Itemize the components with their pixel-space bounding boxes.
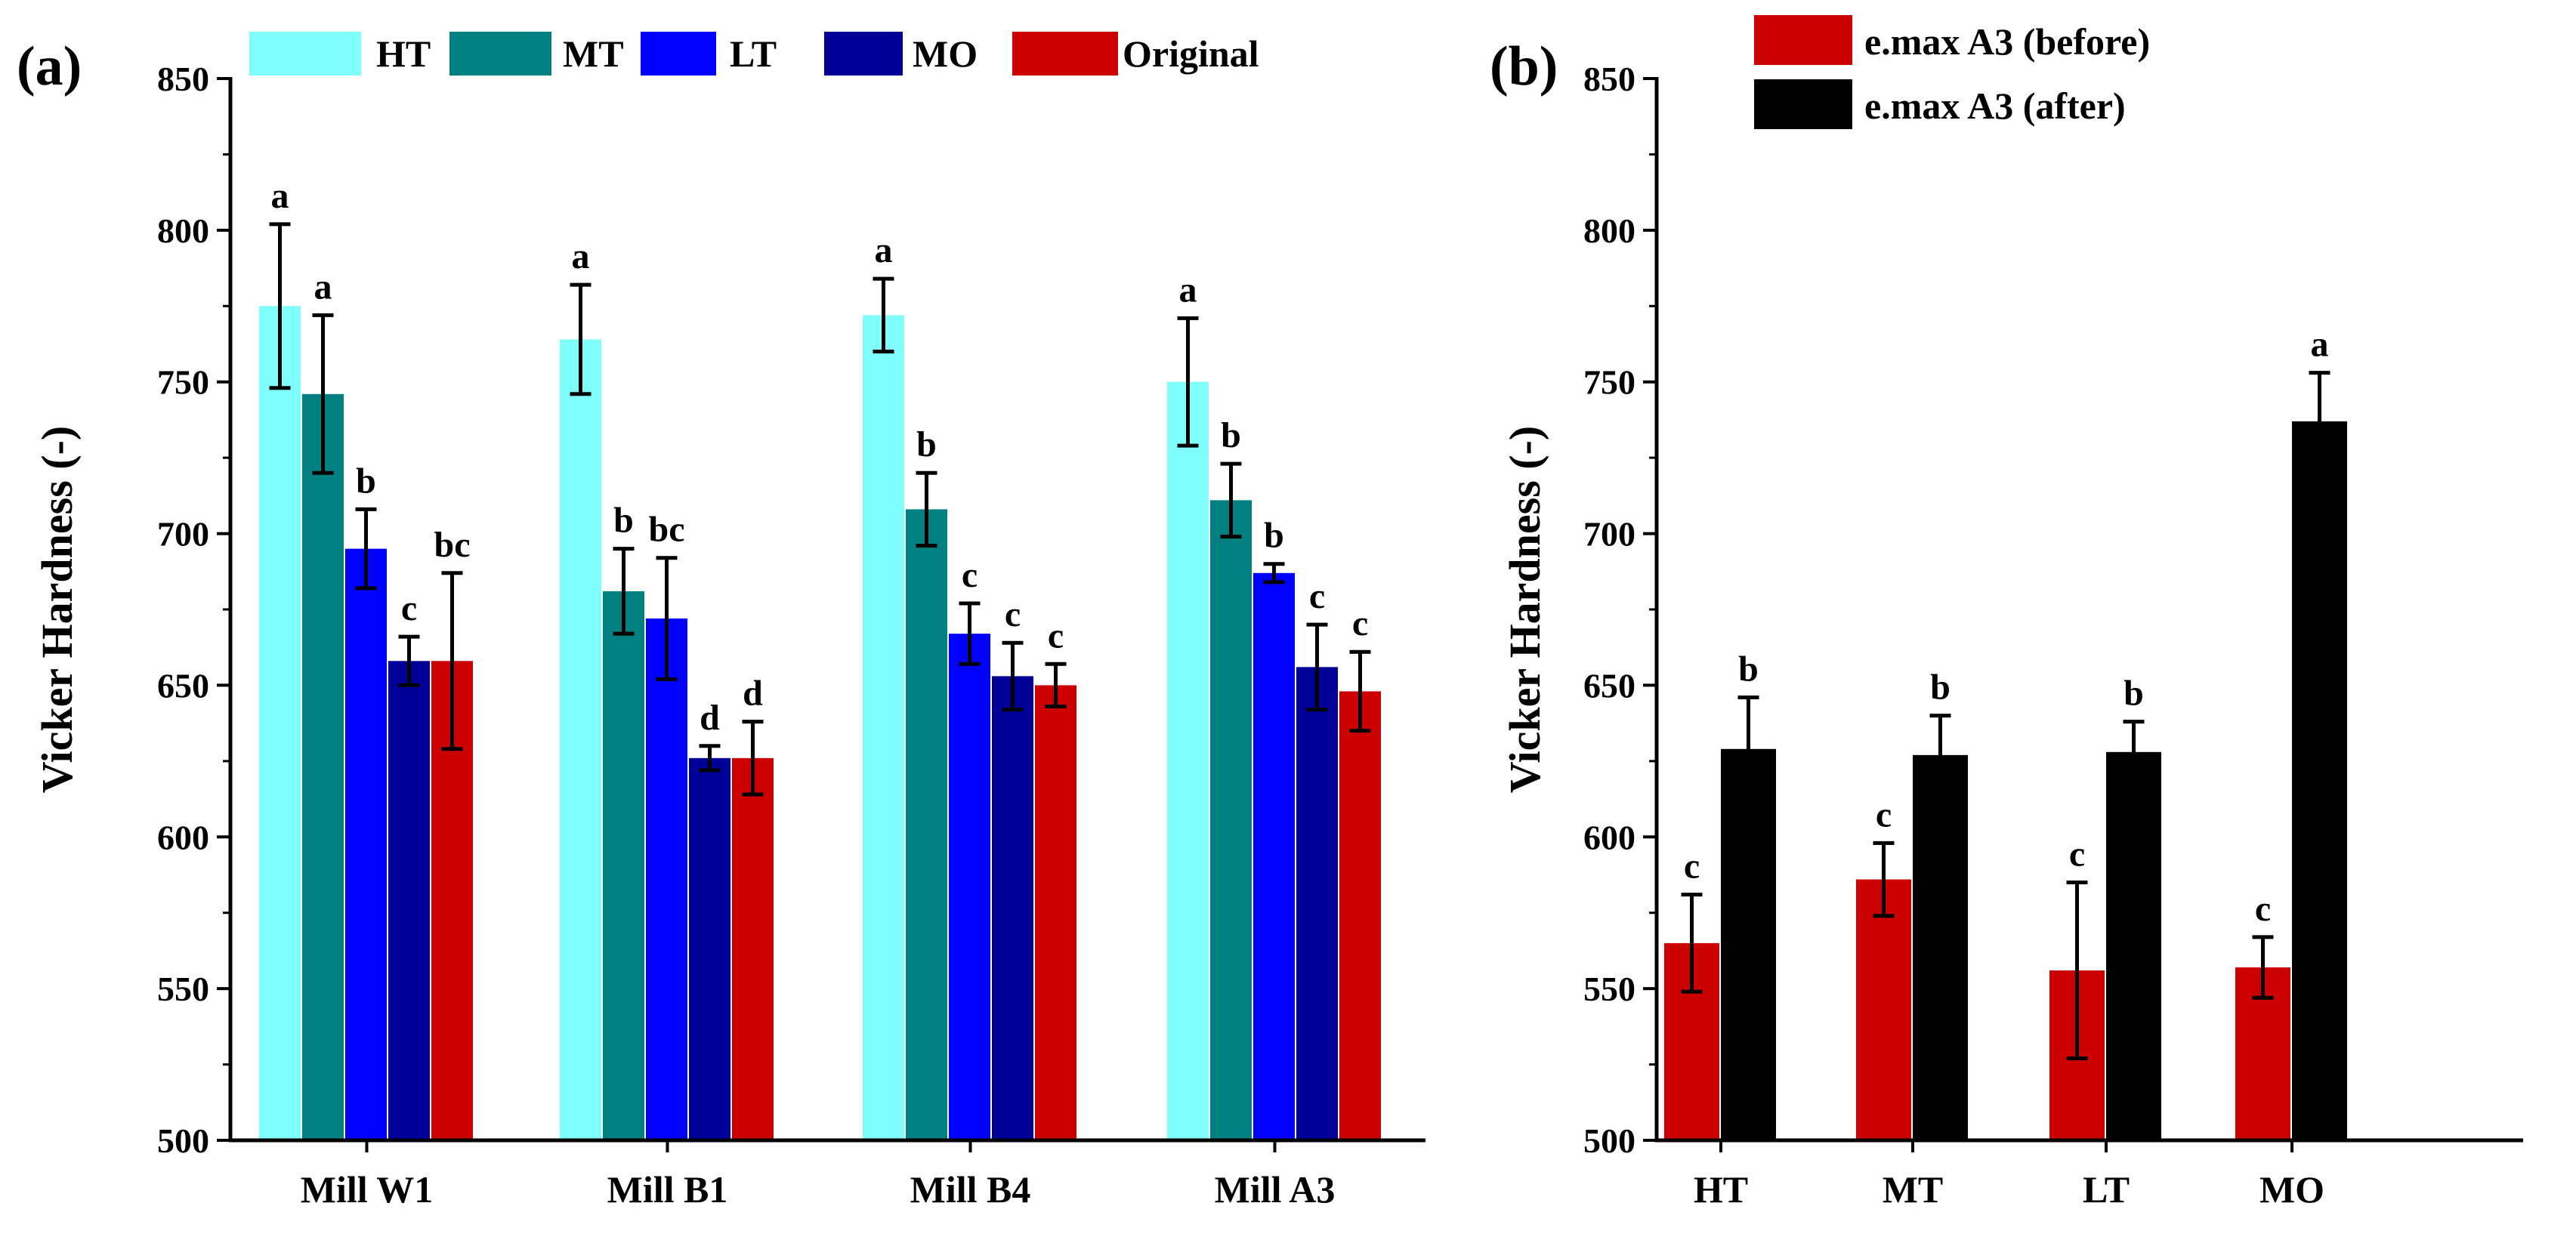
y-tick-label: 650 [1583,666,1635,705]
bar-mt-1 [603,591,644,1140]
significance-label: c [1352,603,1368,643]
significance-label: b [2124,674,2144,714]
y-tick-label: 600 [1583,818,1635,856]
x-tick-label: LT [2083,1168,2130,1211]
significance-label: c [1005,594,1021,634]
bar-ht-0 [259,306,301,1141]
significance-label: b [1221,415,1241,455]
bar-mo-0 [388,661,430,1140]
significance-label: c [2255,889,2271,929]
significance-label: b [1738,649,1759,689]
y-tick-label: 750 [1583,363,1635,402]
bar-original-2 [1035,685,1076,1140]
legend-label-e-max-a3-after-: e.max A3 (after) [1864,85,2126,127]
y-tick-label: 550 [1583,970,1635,1008]
y-tick-label: 750 [157,363,209,402]
significance-label: c [1048,615,1064,655]
significance-label: b [1264,516,1284,556]
y-tick-label: 800 [1583,211,1635,250]
bar-mt-0 [302,393,344,1140]
bar-mo-3 [1296,667,1338,1140]
bar-lt-0 [345,548,387,1140]
legend: HT MT LT MO Original [249,32,1259,76]
x-tick-label: Mill A3 [1215,1168,1336,1211]
significance-label: d [743,674,763,714]
panel-label-b: (b) [1490,35,1558,97]
legend-label-mt: MT [563,32,624,75]
legend-label-ht: HT [376,32,431,75]
y-tick-label: 850 [157,60,209,98]
significance-label: a [314,267,332,307]
legend-swatch-mo [824,32,903,76]
y-tick-label: 500 [1583,1121,1635,1160]
legend-label-mo: MO [913,32,978,75]
y-tick-label: 500 [157,1121,209,1160]
significance-label: c [1309,576,1325,616]
significance-label: a [2311,325,2329,365]
x-tick-label: Mill B1 [607,1168,728,1211]
y-tick-label: 600 [157,818,209,856]
legend-swatch-mt [449,32,551,76]
legend: e.max A3 (before) e.max A3 (after) [1754,15,2150,129]
significance-label: a [1179,270,1197,310]
significance-label: a [271,176,289,216]
x-tick-label: MO [2259,1168,2324,1211]
legend-label-lt: LT [730,32,777,75]
legend-swatch-e-max-a3-after- [1754,79,1852,129]
significance-label: b [613,501,634,541]
bar-ht-1 [560,339,601,1141]
legend-swatch-lt [641,32,716,76]
bar-mo-1 [689,757,730,1140]
bar-ht-3 [1167,381,1209,1140]
legend-swatch-e-max-a3-before- [1754,15,1852,65]
bar-lt-2 [949,634,990,1140]
bar-original-3 [1339,691,1381,1140]
bar-mo-2 [992,676,1033,1140]
x-tick-label: Mill B4 [910,1168,1031,1211]
bar-e-max-a3-after--0 [1721,748,1776,1140]
legend-swatch-ht [249,32,361,76]
y-tick-label: 700 [157,515,209,554]
y-tick-label: 850 [1583,60,1635,98]
x-tick-label: HT [1694,1168,1748,1211]
y-tick-label: 650 [157,666,209,705]
significance-label: bc [434,525,471,565]
y-axis-title: Vicker Hardness (-) [32,426,82,794]
significance-label: c [1876,794,1892,834]
y-axis-title: Vicker Hardness (-) [1500,426,1549,794]
legend-swatch-original [1012,32,1118,76]
panel-label-a: (a) [17,35,82,97]
bar-lt-1 [646,618,687,1140]
bar-ht-2 [863,315,904,1140]
bar-e-max-a3-after--3 [2292,421,2347,1140]
significance-label: b [356,461,376,501]
significance-label: d [700,698,720,738]
significance-label: c [2069,834,2085,874]
bar-original-1 [732,757,774,1140]
significance-label: bc [649,510,685,550]
y-tick-label: 550 [157,970,209,1008]
y-tick-label: 700 [1583,515,1635,554]
y-tick-label: 800 [157,211,209,250]
chart-panel-b: c b HT c b MT c b LT c a MO 500 550 600 650 700 750 800 850… [1500,15,2523,1211]
x-tick-label: Mill W1 [301,1168,433,1211]
significance-label: a [875,230,893,270]
bar-mt-3 [1210,500,1252,1140]
bar-e-max-a3-before--1 [1856,879,1911,1140]
legend-label-e-max-a3-before-: e.max A3 (before) [1864,20,2150,63]
significance-label: c [962,555,978,595]
bar-e-max-a3-after--1 [1913,754,1968,1140]
significance-label: b [916,424,937,464]
bar-e-max-a3-after--2 [2106,751,2161,1140]
significance-label: c [1684,847,1700,887]
bar-lt-3 [1253,572,1295,1140]
significance-label: c [401,588,417,628]
significance-label: b [1930,668,1951,708]
bar-mt-2 [906,509,947,1140]
legend-label-original: Original [1123,32,1259,75]
significance-label: a [572,236,590,276]
x-tick-label: MT [1883,1168,1944,1211]
